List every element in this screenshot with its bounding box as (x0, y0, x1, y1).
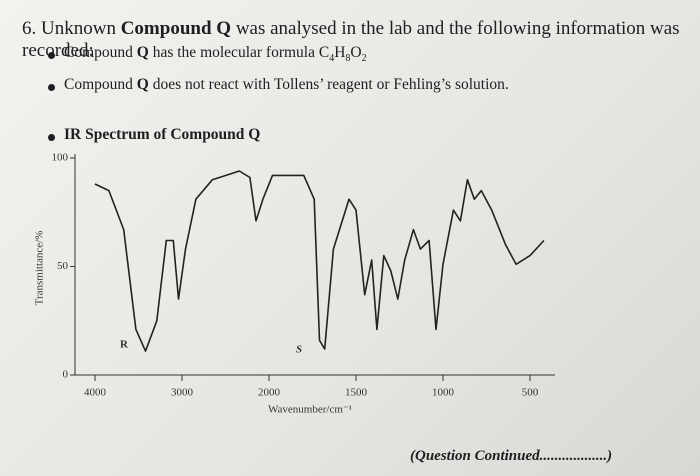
text: has the molecular formula C (148, 44, 330, 61)
chart-title: IR Spectrum of Compound Q (64, 126, 261, 143)
spectrum-line (94, 170, 545, 352)
text: 2 (361, 53, 367, 65)
text: Q (136, 76, 149, 93)
text: does not react with Tollens’ reagent or … (148, 76, 509, 93)
text: Unknown (41, 18, 121, 39)
bullet-text: Compound Q has the molecular formula C4H… (64, 44, 367, 64)
bullet (48, 134, 55, 141)
text: H (334, 44, 346, 61)
question: 6. Unknown Compound Q was analysed in th… (22, 18, 700, 62)
x-tick-label: 3000 (171, 387, 194, 399)
text: 8 (345, 53, 351, 65)
text: O (350, 44, 362, 61)
x-tick-label: 500 (522, 387, 539, 399)
text: was analysed in the lab and the followin… (22, 18, 680, 61)
x-tick-label: 4000 (84, 387, 107, 399)
text: 4 (329, 53, 335, 65)
text: Compound (64, 76, 137, 93)
bullet-text: Compound Q does not react with Tollens’ … (64, 76, 509, 94)
footer: (Question Continued..................) (410, 448, 613, 464)
annotation: R (120, 339, 129, 351)
y-tick-label: 50 (57, 260, 69, 272)
y-tick-label: 0 (63, 369, 69, 381)
x-tick-label: 1500 (345, 387, 368, 399)
y-tick-label: 100 (52, 152, 69, 164)
x-tick-label: 2000 (258, 387, 281, 399)
x-axis-label: Wavenumber/cm⁻¹ (268, 404, 352, 416)
annotation: S (296, 344, 302, 356)
x-tick-label: 1000 (432, 387, 455, 399)
bullet (48, 52, 55, 59)
text: Compound Q (120, 18, 232, 39)
text: Q (136, 44, 149, 61)
text: Compound (64, 44, 137, 61)
bullet (48, 84, 55, 91)
question-number: 6. (22, 18, 37, 39)
y-axis-label: Transmittance/% (34, 231, 46, 306)
